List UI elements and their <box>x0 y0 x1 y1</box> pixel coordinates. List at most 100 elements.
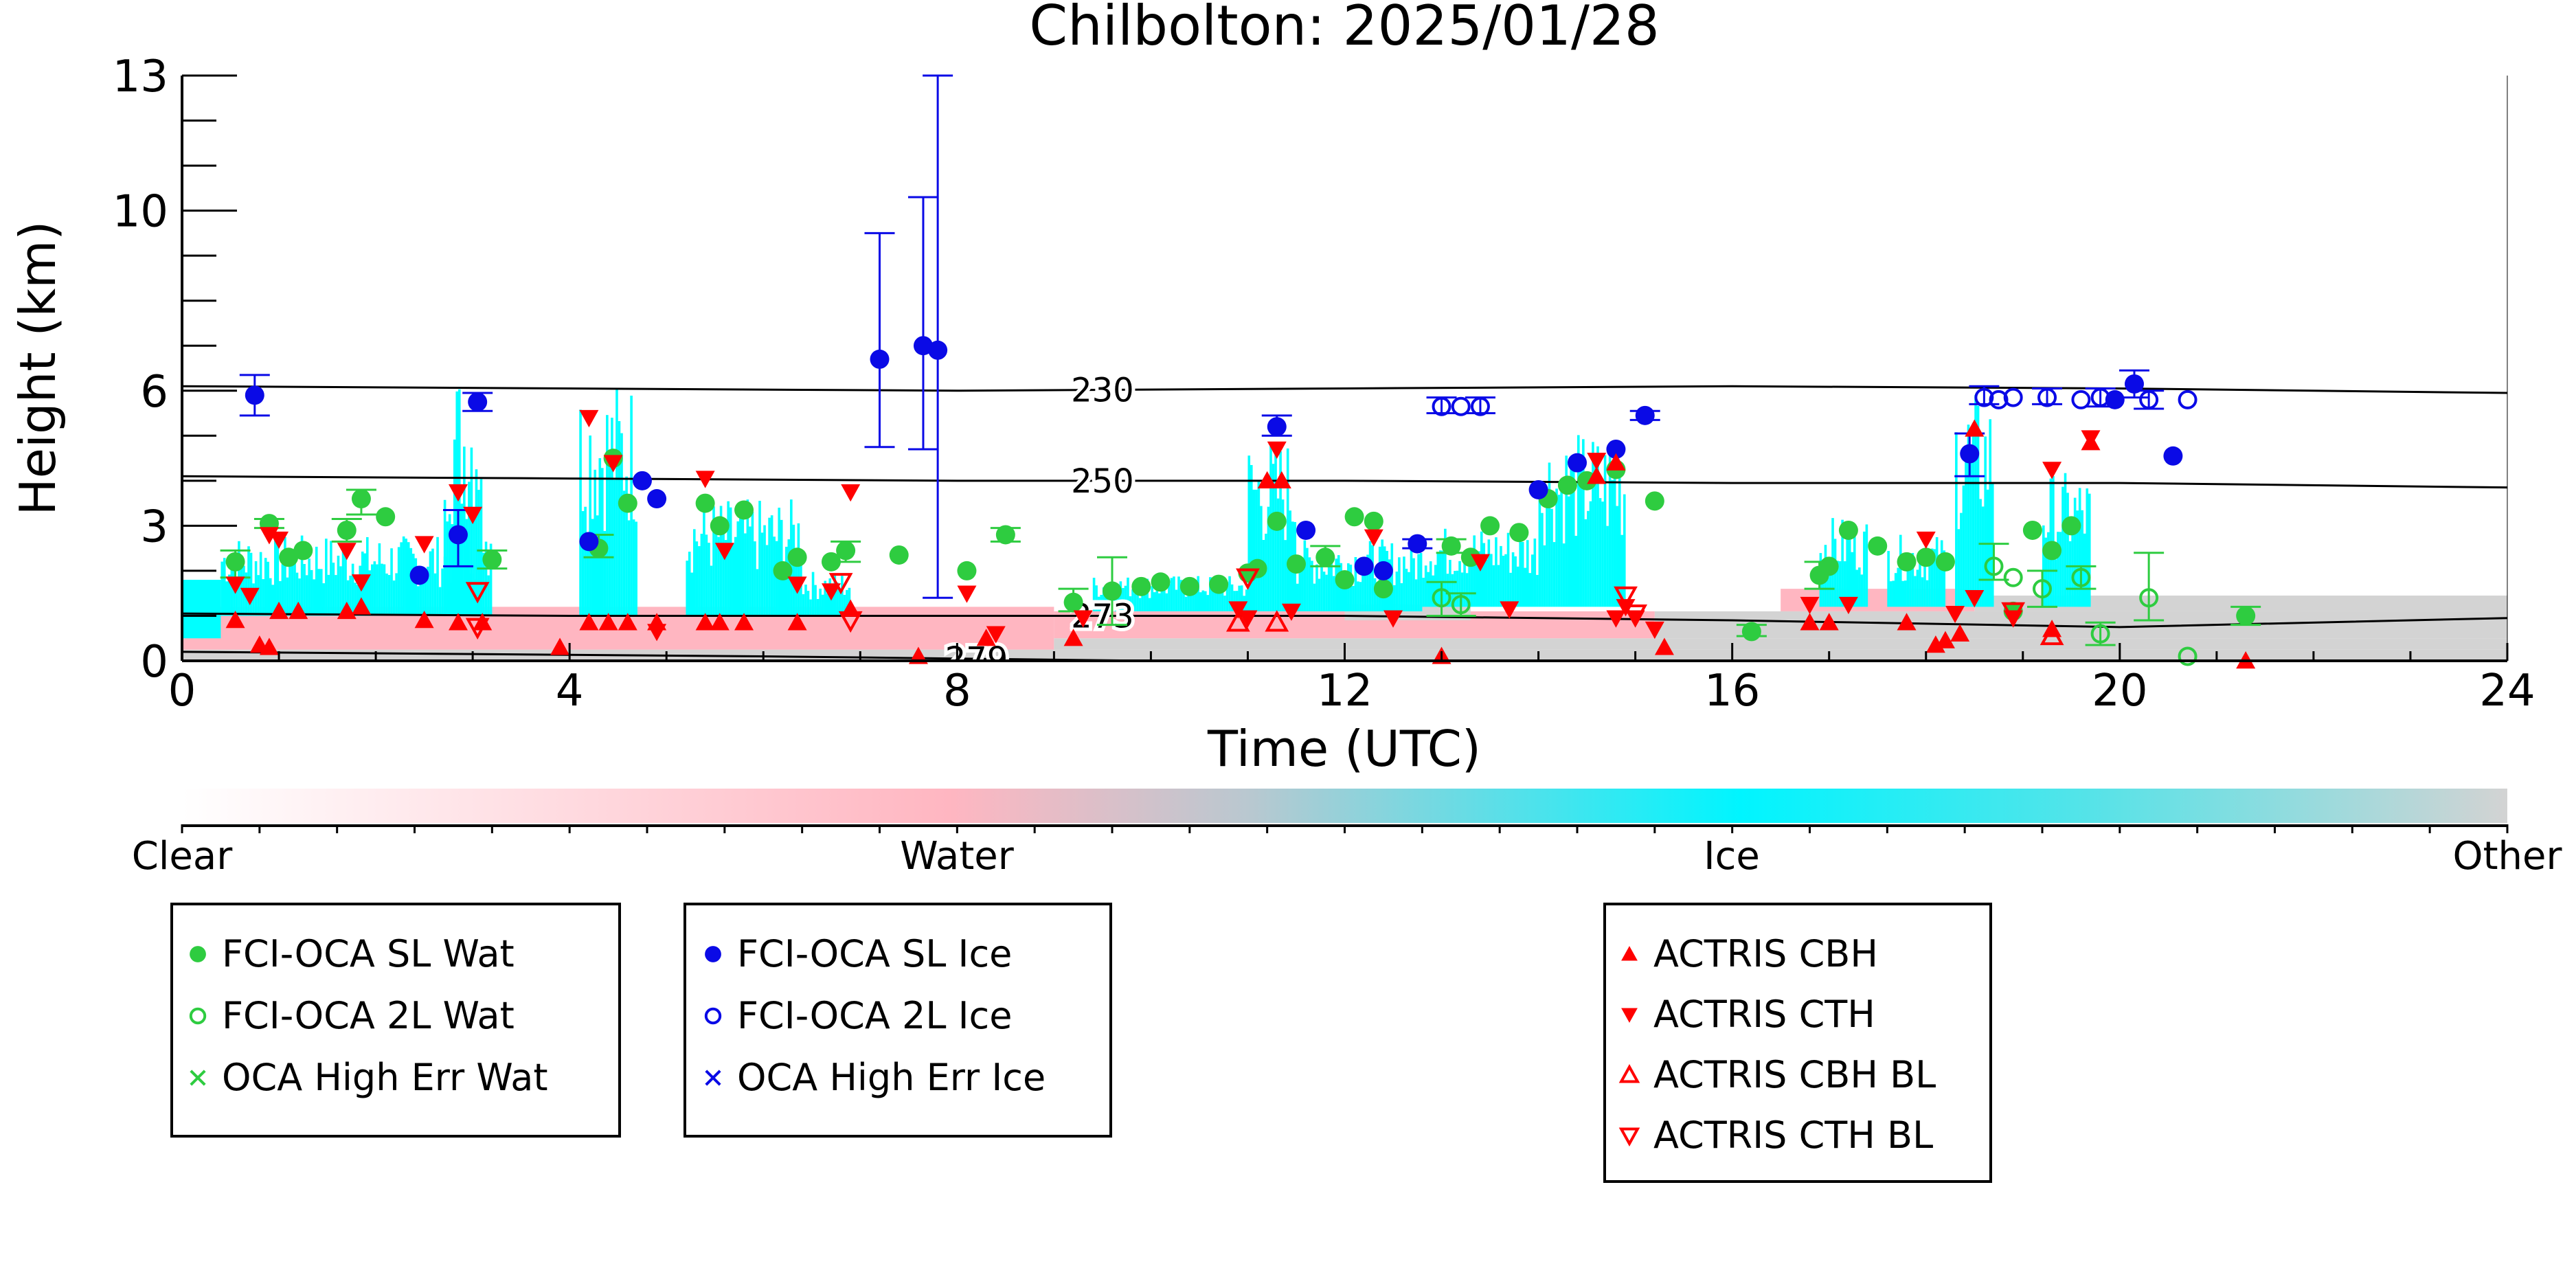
ice-column <box>293 552 296 616</box>
ice-column <box>838 588 841 616</box>
ice-column <box>378 543 381 616</box>
actris-cth-point <box>787 576 807 594</box>
ice-column <box>1492 565 1495 607</box>
actris-cbh-point <box>550 637 570 655</box>
legend-marker-fci-oca-sl-wat <box>190 946 206 962</box>
actris-cth-point <box>1281 603 1301 621</box>
ice-column <box>1306 547 1309 611</box>
ice-column <box>1933 549 1936 607</box>
ice-column <box>1206 595 1210 611</box>
ice-column <box>276 536 280 616</box>
ice-column <box>1497 565 1500 607</box>
ice-column <box>1107 589 1110 611</box>
ice-column <box>1214 580 1217 611</box>
ice-column <box>249 552 253 616</box>
ice-column <box>1463 561 1466 607</box>
ice-column <box>1364 565 1367 611</box>
fci-oca-sl-wat-point <box>1868 536 1888 556</box>
actris-cbh-point <box>598 613 618 631</box>
fci-oca-sl-wat-point <box>889 545 909 565</box>
ice-column <box>427 566 429 616</box>
ice-column <box>385 573 388 616</box>
actris-cth-bl-point <box>838 611 863 633</box>
ice-column <box>1473 535 1476 607</box>
fci-oca-sl-ice-point <box>632 471 652 490</box>
ice-column <box>1989 419 1992 607</box>
fci-oca-sl-wat-point <box>1741 622 1761 642</box>
fci-oca-sl-ice-point <box>1606 439 1626 459</box>
ice-column <box>429 551 432 616</box>
ice-column <box>1511 552 1515 607</box>
ice-column <box>1359 582 1362 611</box>
fci-oca-sl-wat-point <box>836 541 856 561</box>
ice-column <box>1395 572 1399 611</box>
ice-column <box>1567 496 1570 607</box>
fci-oca-sl-wat-point <box>1373 579 1393 599</box>
fci-oca-sl-ice-point <box>579 532 599 552</box>
ice-column <box>2068 541 2072 607</box>
ice-column <box>1240 585 1243 611</box>
ice-column <box>1460 572 1464 607</box>
legend-water-box <box>170 903 621 1138</box>
ice-column <box>1582 439 1585 607</box>
ice-column <box>344 553 347 616</box>
fci-oca-2l-ice-point <box>1470 396 1490 416</box>
legend-marker-oca-high-err-ice <box>705 1070 721 1086</box>
ice-column <box>1298 569 1302 611</box>
ice-column <box>1943 550 1946 607</box>
ice-column <box>1955 432 1958 607</box>
ice-column <box>1495 537 1498 607</box>
ice-column <box>758 501 761 616</box>
ice-column <box>1827 561 1829 607</box>
ice-column <box>833 573 837 616</box>
ice-column <box>1971 422 1975 607</box>
actris-cbh-point <box>1257 471 1277 489</box>
x-stroke <box>190 1070 206 1086</box>
ice-column <box>262 579 264 616</box>
actris-cbh-point <box>1897 613 1917 631</box>
ice-column <box>259 552 262 616</box>
background-region <box>1974 595 2507 611</box>
ice-column <box>1901 580 1905 607</box>
ice-column <box>708 543 710 616</box>
legend-marker-fci-oca-sl-ice <box>705 946 721 962</box>
fci-oca-2l-ice-point <box>1989 389 2009 409</box>
ice-column <box>1117 597 1120 611</box>
ice-column <box>1194 585 1197 611</box>
ice-column <box>732 543 735 616</box>
actris-cbh-point <box>1587 466 1607 484</box>
colorbar: Clear Water Ice Other <box>132 789 2562 879</box>
ice-column <box>1284 540 1287 611</box>
ice-column <box>1601 501 1604 607</box>
ice-column <box>339 566 342 616</box>
fci-oca-sl-wat-point <box>1480 516 1500 536</box>
fci-oca-sl-wat-point <box>1315 547 1335 567</box>
x-tick-label: 4 <box>556 666 584 716</box>
ice-column <box>727 501 730 616</box>
ice-column <box>446 521 449 616</box>
fci-oca-sl-ice-point <box>1408 534 1427 554</box>
fci-oca-sl-wat-point <box>787 547 807 567</box>
ice-column <box>310 569 313 616</box>
ice-column <box>1204 591 1207 611</box>
ice-column <box>819 588 822 616</box>
actris-cbh-point <box>734 613 754 631</box>
ice-column <box>806 591 810 616</box>
legend-label-actris-cth-bl: ACTRIS CTH BL <box>1653 1114 1933 1157</box>
ice-column <box>746 499 749 616</box>
ice-column <box>1148 598 1151 611</box>
ice-column <box>2064 473 2067 607</box>
ice-column <box>1897 567 1900 607</box>
ice-column <box>1233 591 1236 611</box>
actris-cth-bl-point <box>465 618 490 640</box>
ice-column <box>1836 561 1839 607</box>
fci-oca-2l-wat-point <box>1984 556 2004 576</box>
ice-column <box>622 490 626 616</box>
ice-column <box>1211 584 1214 611</box>
ice-column <box>460 504 464 616</box>
ice-column <box>1848 538 1851 607</box>
ice-column <box>1327 561 1331 611</box>
ice-column <box>804 585 807 616</box>
actris-cbh-point <box>579 613 599 631</box>
ice-column <box>1444 528 1447 607</box>
